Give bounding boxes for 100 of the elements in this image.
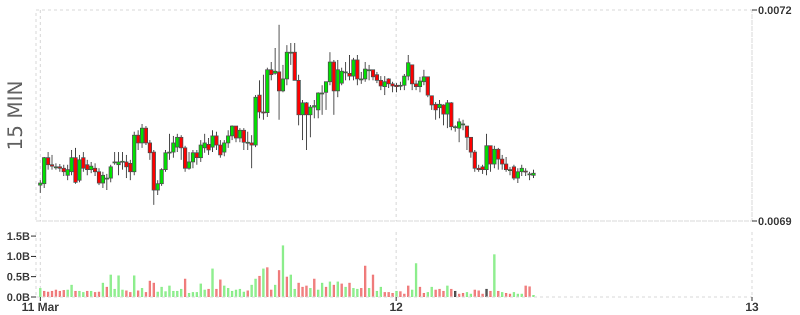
bar — [297, 282, 300, 297]
bar — [328, 282, 332, 297]
candlestick — [504, 156, 508, 172]
bar — [414, 263, 418, 297]
bar — [384, 292, 386, 297]
bar — [117, 275, 120, 297]
bar — [434, 290, 437, 297]
bar — [102, 282, 104, 297]
bar — [477, 290, 480, 297]
candlestick — [449, 102, 454, 131]
bar — [332, 284, 336, 297]
bar — [62, 290, 65, 297]
bar — [58, 290, 62, 297]
candlestick — [308, 104, 312, 138]
bar — [226, 288, 230, 297]
bar — [528, 286, 531, 297]
bar — [356, 288, 359, 297]
bar — [430, 286, 433, 297]
candlestick — [242, 128, 246, 150]
y-tick-label: 0.5B — [6, 272, 30, 284]
bar — [278, 270, 280, 297]
bar — [78, 290, 81, 297]
bar — [86, 290, 88, 297]
bar — [520, 294, 523, 297]
bar — [458, 294, 460, 297]
candlestick — [62, 164, 66, 176]
bar — [489, 290, 492, 297]
bar — [493, 254, 496, 297]
bar — [94, 292, 96, 297]
bar — [446, 286, 449, 297]
bar — [219, 280, 222, 297]
bar — [148, 280, 152, 297]
bar — [407, 286, 410, 297]
candlestick — [112, 152, 117, 166]
candlestick — [355, 54, 360, 86]
candlestick — [186, 152, 192, 170]
candlestick — [190, 149, 196, 169]
bar — [42, 290, 46, 297]
bar — [274, 284, 276, 297]
bar — [340, 284, 343, 297]
bar — [184, 278, 186, 297]
bar — [192, 292, 194, 297]
y-axis-title: 15 MIN — [3, 80, 27, 150]
bar — [286, 276, 288, 297]
candlestick — [304, 102, 309, 150]
bar — [262, 268, 265, 297]
candlestick — [320, 84, 324, 116]
bar — [266, 267, 269, 297]
bar — [254, 278, 257, 297]
bar — [238, 288, 242, 297]
bar — [290, 274, 292, 297]
candlestick — [234, 126, 238, 143]
bar — [129, 292, 132, 297]
bar — [176, 290, 178, 297]
bar — [136, 290, 140, 297]
bar — [368, 288, 370, 297]
bar — [125, 290, 128, 297]
bar — [313, 278, 316, 297]
x-tick-label: 13 — [745, 300, 759, 314]
candlestick — [363, 62, 368, 82]
bar — [200, 284, 202, 297]
bar — [46, 292, 50, 297]
candlestick — [89, 161, 94, 174]
bar — [336, 282, 339, 297]
candlestick — [382, 76, 387, 96]
candlestick — [96, 168, 102, 186]
bar — [391, 292, 394, 297]
bar — [180, 288, 182, 297]
candlestick — [516, 168, 520, 184]
candlestick — [276, 24, 282, 120]
candlestick — [336, 59, 340, 98]
candlestick — [496, 147, 500, 170]
y-tick-label: 0.0069 — [758, 216, 792, 228]
bar — [160, 286, 163, 297]
bar — [106, 286, 108, 297]
candlestick — [140, 123, 144, 148]
bar — [387, 292, 390, 297]
y-tick-label: 1.5B — [6, 230, 30, 243]
bar — [246, 290, 249, 297]
bar — [82, 292, 85, 297]
bar — [207, 288, 210, 297]
bar — [399, 291, 402, 297]
candlestick — [488, 145, 493, 172]
candlestick — [100, 171, 106, 188]
bar — [320, 282, 324, 297]
bar — [474, 290, 476, 297]
bar — [70, 284, 73, 297]
bar — [454, 290, 456, 297]
bar — [110, 274, 112, 297]
y-tick-label: 0.0072 — [758, 4, 792, 17]
bar — [54, 290, 58, 297]
bar — [168, 286, 171, 297]
candlestick — [441, 104, 446, 126]
y-tick-label: 1.0B — [6, 251, 30, 264]
bar — [344, 286, 347, 297]
bar — [309, 288, 312, 297]
candlestick — [50, 154, 54, 170]
bar — [39, 288, 42, 297]
bar — [133, 275, 136, 297]
bar — [524, 286, 527, 297]
